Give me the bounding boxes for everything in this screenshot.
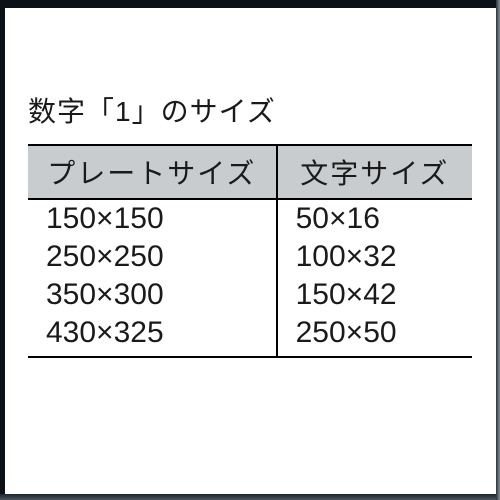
- cell-char: 50×16: [277, 199, 472, 238]
- frame-shadow-right: [496, 0, 500, 500]
- table-row: 430×325 250×50: [28, 314, 472, 357]
- table-header-row: プレートサイズ 文字サイズ: [28, 145, 472, 199]
- cell-char: 150×42: [277, 276, 472, 314]
- frame-shadow-bottom: [0, 494, 500, 500]
- table-row: 350×300 150×42: [28, 276, 472, 314]
- cell-char: 250×50: [277, 314, 472, 357]
- table-row: 150×150 50×16: [28, 199, 472, 238]
- header-char-size: 文字サイズ: [277, 145, 472, 199]
- header-plate-size: プレートサイズ: [28, 145, 277, 199]
- table-row: 250×250 100×32: [28, 238, 472, 276]
- frame-shadow-top: [0, 0, 500, 8]
- table-title: 数字「1」のサイズ: [28, 90, 472, 130]
- frame-shadow-left: [0, 0, 5, 500]
- cell-char: 100×32: [277, 238, 472, 276]
- cell-plate: 250×250: [28, 238, 277, 276]
- cell-plate: 150×150: [28, 199, 277, 238]
- size-table: プレートサイズ 文字サイズ 150×150 50×16 250×250 100×…: [28, 144, 472, 358]
- cell-plate: 430×325: [28, 314, 277, 357]
- cell-plate: 350×300: [28, 276, 277, 314]
- content-area: 数字「1」のサイズ プレートサイズ 文字サイズ 150×150 50×16 25…: [28, 90, 472, 358]
